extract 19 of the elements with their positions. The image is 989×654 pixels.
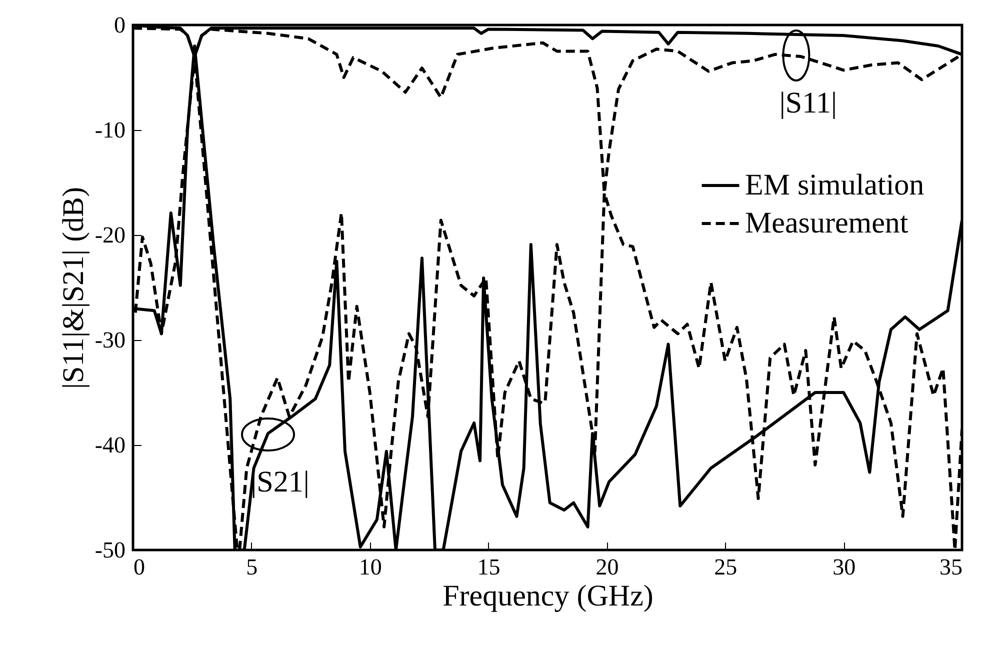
y-tick-label: -30 (94, 328, 126, 352)
x-tick-label: 15 (477, 554, 500, 580)
annotation: |S11| (779, 86, 837, 120)
x-tick-label: 0 (134, 554, 145, 580)
y-tick-label: -10 (94, 118, 126, 142)
x-tick-label: 35 (940, 554, 962, 580)
y-tick-label: -20 (94, 222, 126, 248)
legend-label: Measurement (745, 206, 909, 240)
y-tick-label: -40 (94, 432, 126, 458)
legend-label: EM simulation (745, 168, 924, 202)
y-tick-label: -50 (94, 538, 126, 562)
x-tick-label: 5 (246, 554, 258, 580)
x-tick-label: 20 (596, 554, 619, 580)
x-tick-label: 30 (832, 554, 856, 580)
x-tick-label: 25 (714, 554, 738, 580)
x-tick-label: 10 (358, 554, 382, 580)
y-axis-title: |S11|&|S21| (dB) (56, 186, 90, 390)
x-axis-title: Frequency (GHz) (442, 580, 654, 612)
y-tick-label: 0 (114, 12, 126, 38)
